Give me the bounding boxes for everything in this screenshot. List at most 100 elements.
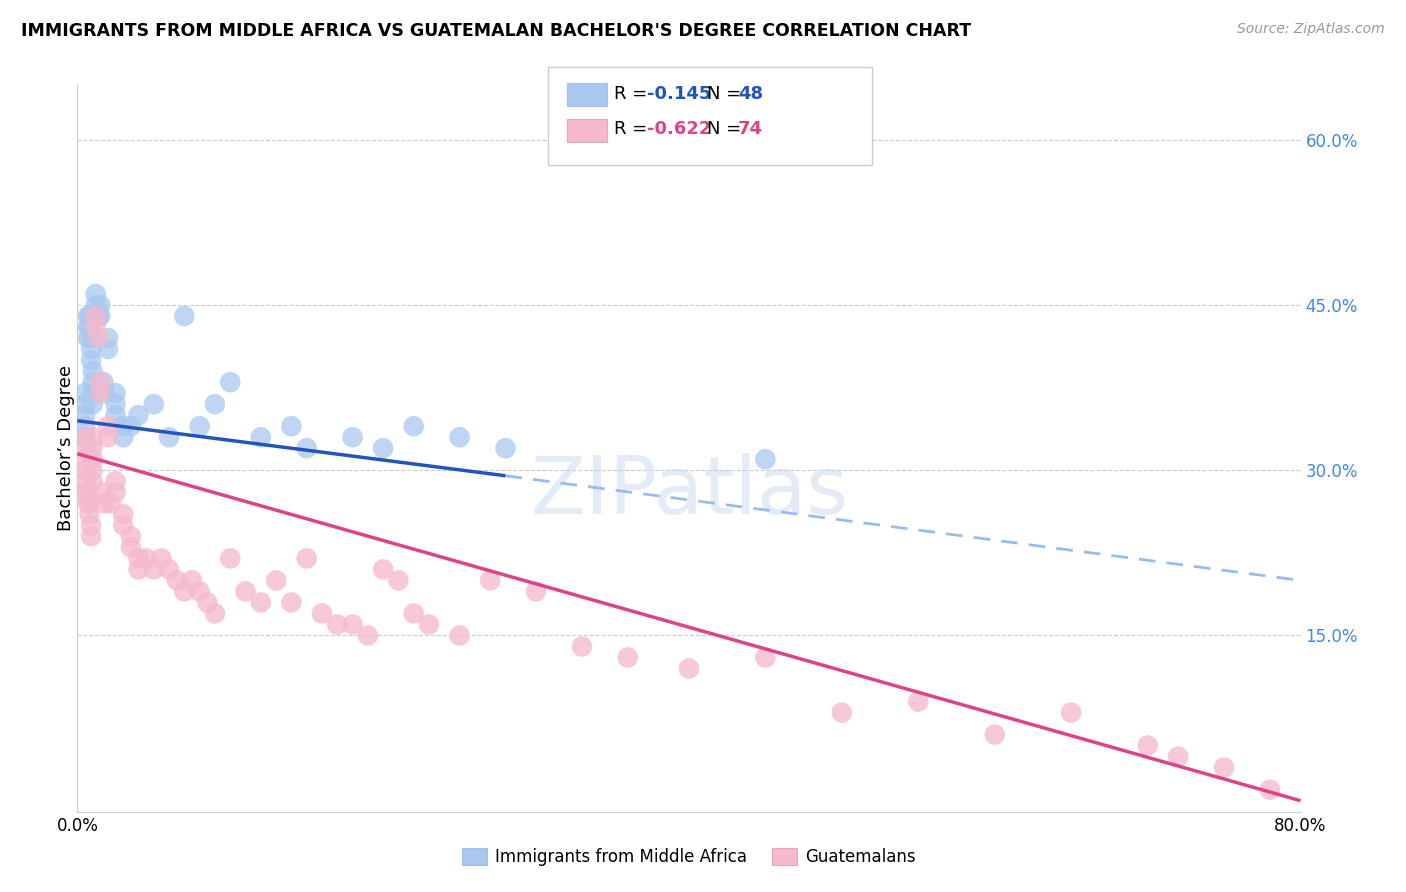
- Point: [371, 562, 394, 576]
- Point: [104, 397, 127, 411]
- Point: [89, 375, 111, 389]
- Point: [80, 529, 103, 543]
- Point: [73, 442, 96, 455]
- Point: [188, 584, 211, 599]
- Point: [984, 728, 1007, 742]
- Point: [104, 475, 127, 489]
- Point: [112, 508, 135, 522]
- Point: [678, 661, 700, 675]
- Point: [80, 342, 103, 356]
- Point: [402, 419, 425, 434]
- Point: [73, 475, 96, 489]
- Point: [97, 331, 120, 345]
- Point: [342, 430, 364, 444]
- Point: [120, 541, 142, 555]
- Point: [112, 430, 135, 444]
- Point: [311, 607, 333, 621]
- Text: R =: R =: [614, 85, 654, 103]
- Point: [82, 397, 104, 411]
- Point: [73, 485, 96, 500]
- Point: [120, 529, 142, 543]
- Point: [1213, 761, 1236, 775]
- Point: [84, 298, 107, 312]
- Point: [100, 496, 122, 510]
- Point: [173, 309, 195, 323]
- Point: [89, 309, 111, 323]
- Point: [82, 430, 104, 444]
- Point: [479, 574, 502, 588]
- Point: [264, 574, 287, 588]
- Point: [73, 408, 96, 422]
- Point: [235, 584, 257, 599]
- Text: ZIPatlas: ZIPatlas: [530, 453, 848, 531]
- Point: [754, 650, 776, 665]
- Point: [82, 442, 104, 455]
- Point: [112, 419, 135, 434]
- Point: [280, 595, 302, 609]
- Point: [195, 595, 218, 609]
- Point: [524, 584, 547, 599]
- Point: [157, 430, 180, 444]
- Text: -0.145: -0.145: [647, 85, 711, 103]
- Point: [142, 562, 165, 576]
- Point: [94, 386, 117, 401]
- Point: [91, 375, 114, 389]
- Point: [280, 419, 302, 434]
- Text: 48: 48: [738, 85, 763, 103]
- Point: [97, 430, 120, 444]
- Point: [82, 386, 104, 401]
- Point: [104, 408, 127, 422]
- Point: [371, 442, 394, 455]
- Point: [449, 628, 471, 642]
- Point: [94, 496, 117, 510]
- Point: [73, 386, 96, 401]
- Point: [449, 430, 471, 444]
- Point: [128, 562, 150, 576]
- Point: [387, 574, 409, 588]
- Text: N =: N =: [707, 85, 747, 103]
- Point: [157, 562, 180, 576]
- Point: [250, 430, 273, 444]
- Point: [250, 595, 273, 609]
- Point: [571, 640, 593, 654]
- Point: [120, 419, 142, 434]
- Text: N =: N =: [707, 120, 747, 138]
- Point: [181, 574, 204, 588]
- Point: [80, 353, 103, 368]
- Point: [357, 628, 380, 642]
- Point: [104, 386, 127, 401]
- Point: [104, 485, 127, 500]
- Point: [204, 397, 226, 411]
- Text: IMMIGRANTS FROM MIDDLE AFRICA VS GUATEMALAN BACHELOR'S DEGREE CORRELATION CHART: IMMIGRANTS FROM MIDDLE AFRICA VS GUATEMA…: [21, 22, 972, 40]
- Point: [73, 430, 96, 444]
- Point: [326, 617, 349, 632]
- Point: [82, 463, 104, 477]
- Point: [89, 298, 111, 312]
- Point: [402, 607, 425, 621]
- Point: [1136, 739, 1159, 753]
- Legend: Immigrants from Middle Africa, Guatemalans: Immigrants from Middle Africa, Guatemala…: [456, 841, 922, 872]
- Point: [418, 617, 440, 632]
- Point: [128, 551, 150, 566]
- Point: [1167, 749, 1189, 764]
- Point: [617, 650, 640, 665]
- Point: [79, 508, 101, 522]
- Point: [142, 397, 165, 411]
- Point: [150, 551, 173, 566]
- Point: [97, 342, 120, 356]
- Point: [73, 430, 96, 444]
- Point: [1258, 782, 1281, 797]
- Point: [87, 331, 110, 345]
- Point: [295, 442, 318, 455]
- Point: [831, 706, 853, 720]
- Point: [495, 442, 517, 455]
- Point: [82, 375, 104, 389]
- Point: [73, 419, 96, 434]
- Point: [97, 419, 120, 434]
- Point: [90, 485, 112, 500]
- Point: [80, 518, 103, 533]
- Text: R =: R =: [614, 120, 654, 138]
- Point: [77, 309, 100, 323]
- Point: [89, 386, 111, 401]
- Point: [342, 617, 364, 632]
